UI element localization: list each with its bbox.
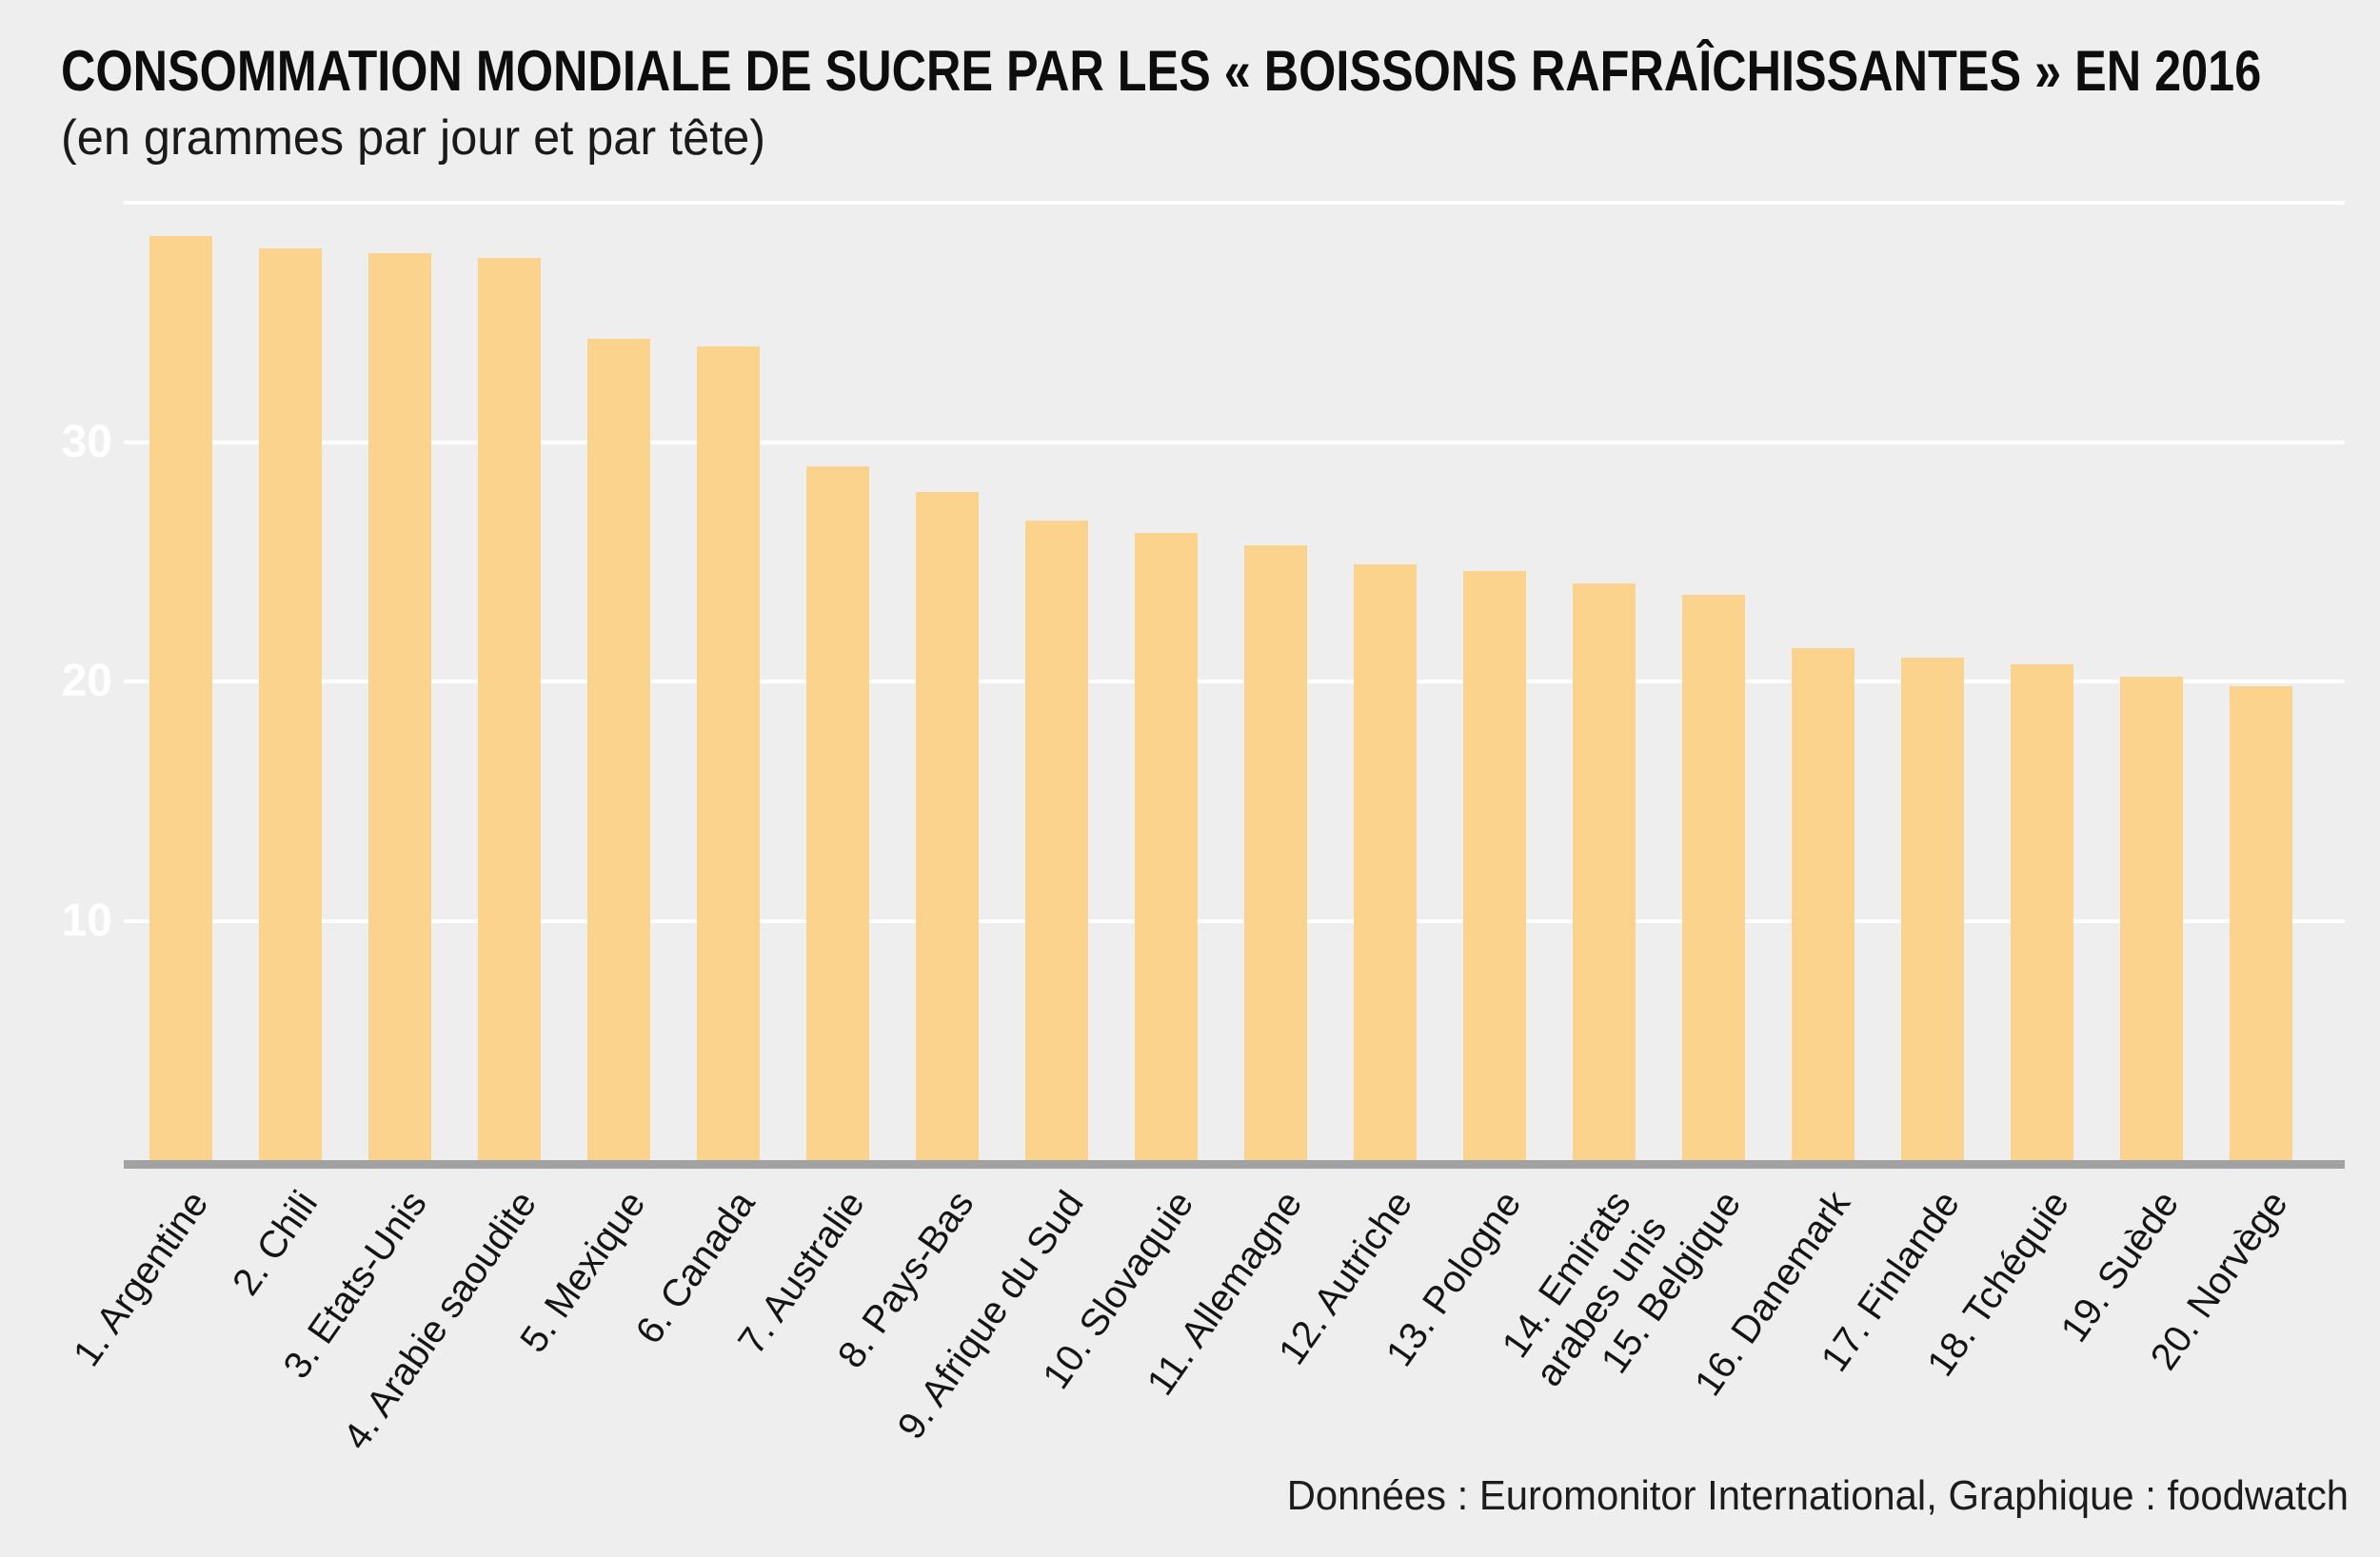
bar bbox=[259, 247, 322, 1160]
chart-title: CONSOMMATION MONDIALE DE SUCRE PAR LES «… bbox=[61, 39, 2262, 103]
bar bbox=[1573, 582, 1636, 1160]
bar bbox=[697, 345, 760, 1160]
source-note: Données : Euromonitor International, Gra… bbox=[1286, 1472, 2349, 1519]
bar bbox=[806, 465, 869, 1160]
bar bbox=[1025, 521, 1088, 1160]
chart-subtitle: (en grammes par jour et par tête) bbox=[61, 110, 766, 166]
bar bbox=[2120, 676, 2183, 1160]
bar bbox=[1792, 647, 1854, 1160]
bar bbox=[1463, 571, 1526, 1160]
y-axis-label-10: 10 bbox=[61, 895, 112, 946]
x-axis-label: 2. Chili bbox=[224, 1183, 326, 1303]
x-axis-line bbox=[124, 1160, 2345, 1169]
bar bbox=[1901, 657, 1964, 1160]
bar bbox=[149, 236, 212, 1160]
bar bbox=[478, 257, 541, 1160]
bar bbox=[1244, 544, 1307, 1160]
gridline-20 bbox=[124, 680, 2345, 683]
y-axis-label-20: 20 bbox=[61, 656, 112, 706]
bar bbox=[587, 339, 650, 1160]
bar bbox=[1135, 533, 1198, 1160]
bar bbox=[2011, 664, 2073, 1160]
bar bbox=[1682, 595, 1745, 1160]
x-axis-label: 4. Arabie saoudite bbox=[335, 1183, 545, 1458]
bar bbox=[916, 492, 979, 1160]
gridline-10 bbox=[124, 918, 2345, 923]
x-axis-label: 1. Argentine bbox=[65, 1183, 216, 1374]
bar bbox=[368, 252, 431, 1160]
gridline-30 bbox=[124, 440, 2345, 444]
gridline-40 bbox=[124, 201, 2345, 205]
y-axis-label-30: 30 bbox=[61, 416, 112, 467]
bar bbox=[1354, 563, 1417, 1160]
bar bbox=[2230, 686, 2292, 1160]
